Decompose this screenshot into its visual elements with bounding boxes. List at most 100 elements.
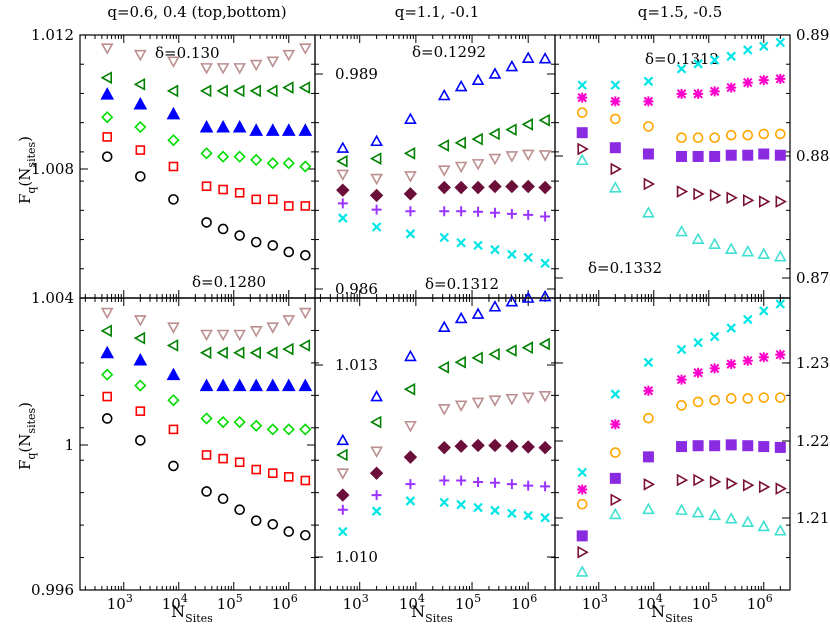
data-point	[489, 477, 500, 488]
data-point	[454, 439, 468, 453]
data-point	[775, 128, 786, 140]
data-point	[167, 134, 180, 147]
data-point	[437, 139, 450, 152]
data-point	[369, 415, 382, 429]
data-point	[676, 132, 687, 143]
data-point	[167, 322, 180, 334]
data-point	[405, 229, 416, 239]
data-point	[774, 149, 786, 161]
data-point	[692, 132, 704, 143]
x-tick-label: 106	[272, 592, 298, 613]
data-point	[742, 149, 754, 161]
data-point	[298, 307, 312, 320]
data-point	[168, 424, 179, 435]
data-point	[216, 63, 230, 75]
series-filled-diamond	[336, 438, 552, 502]
data-point	[249, 59, 263, 72]
data-point	[488, 300, 502, 312]
data-point	[232, 120, 247, 133]
data-point	[538, 180, 552, 195]
data-point	[133, 96, 148, 110]
data-point	[336, 141, 350, 153]
data-point	[538, 150, 552, 162]
y-tick-label: 0.88	[796, 147, 829, 165]
data-point	[575, 153, 589, 166]
data-point	[233, 84, 245, 98]
data-point	[676, 64, 687, 74]
data-point	[521, 118, 534, 131]
data-point	[521, 341, 534, 354]
data-point	[693, 88, 704, 99]
series-square	[102, 132, 311, 211]
data-point	[643, 96, 654, 107]
data-point	[101, 413, 113, 424]
data-point	[267, 240, 279, 251]
data-point	[725, 439, 737, 451]
panel-frame	[554, 297, 791, 591]
data-point	[218, 184, 228, 195]
data-point	[102, 391, 113, 402]
data-point	[250, 515, 262, 526]
data-point	[370, 389, 383, 402]
data-point	[691, 232, 705, 244]
data-point	[709, 440, 721, 452]
series-right-triangle	[577, 473, 787, 559]
panel-frame	[79, 297, 316, 591]
data-point	[742, 77, 753, 88]
y-tick-label: 1.004	[31, 289, 74, 307]
data-point	[371, 204, 382, 215]
data-point	[758, 148, 770, 160]
data-point	[135, 435, 146, 446]
series-down-triangle	[100, 43, 312, 75]
data-point	[540, 211, 551, 222]
data-point	[299, 423, 312, 436]
data-point	[101, 151, 113, 162]
data-point	[577, 545, 589, 559]
data-point	[100, 43, 114, 55]
data-point	[250, 236, 262, 248]
data-point	[300, 249, 311, 261]
data-point	[676, 185, 689, 198]
data-point	[643, 76, 654, 87]
data-point	[709, 86, 720, 97]
x-tick-label: 106	[747, 592, 773, 613]
data-point	[133, 315, 147, 327]
data-point	[708, 508, 722, 521]
data-point	[538, 337, 550, 351]
data-point	[166, 339, 179, 352]
y-tick-label: 0.996	[31, 581, 74, 599]
data-point	[775, 299, 786, 309]
series-right-triangle	[577, 142, 787, 208]
data-point	[403, 382, 416, 396]
data-point	[523, 252, 533, 263]
data-point	[709, 394, 720, 406]
data-point	[676, 400, 687, 411]
data-point	[643, 478, 656, 491]
data-point	[506, 208, 517, 219]
data-point	[283, 472, 294, 482]
data-point	[708, 237, 722, 249]
series-diamond	[101, 111, 312, 173]
data-point	[725, 393, 737, 404]
data-point	[642, 206, 655, 218]
data-point	[758, 352, 769, 363]
data-point	[234, 230, 245, 241]
series-filled-triangle	[100, 345, 313, 392]
data-point	[336, 488, 350, 502]
data-point	[742, 355, 753, 366]
data-point	[369, 152, 382, 165]
data-point	[200, 147, 213, 160]
x-tick-label: 105	[217, 592, 243, 613]
series-cross	[338, 213, 550, 269]
y-tick-label: 0.89	[796, 26, 829, 44]
panel-bottom-right: 1.23 1.22 1.21 103 104 105 106	[554, 297, 829, 613]
data-point	[135, 171, 146, 182]
data-point	[216, 150, 230, 163]
data-point	[454, 161, 468, 174]
panel-frame	[79, 34, 316, 299]
data-point	[505, 393, 519, 406]
series-filled-diamond	[336, 179, 552, 203]
data-point	[249, 123, 264, 136]
data-point	[773, 524, 787, 536]
data-point	[199, 378, 214, 392]
